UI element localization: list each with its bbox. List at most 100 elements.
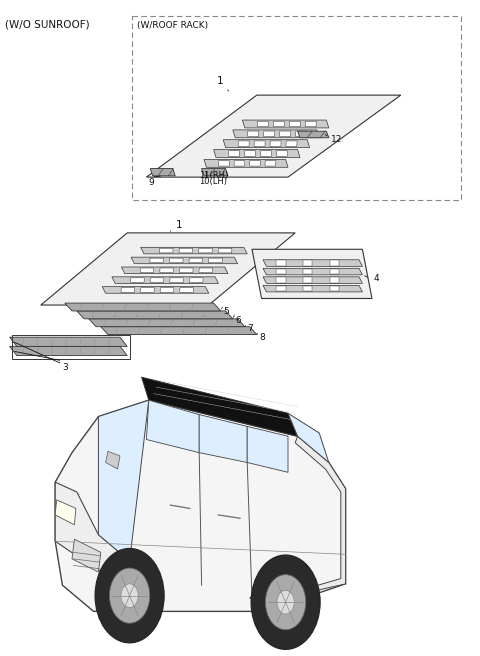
Polygon shape (247, 426, 288, 472)
Polygon shape (169, 258, 183, 263)
Polygon shape (303, 269, 312, 274)
Polygon shape (10, 346, 127, 356)
Polygon shape (263, 268, 362, 275)
Polygon shape (330, 277, 339, 283)
Circle shape (277, 590, 294, 614)
Polygon shape (189, 258, 203, 263)
Polygon shape (296, 131, 307, 136)
Polygon shape (102, 287, 209, 293)
Polygon shape (218, 249, 232, 253)
Polygon shape (55, 482, 130, 571)
Text: 4: 4 (373, 274, 379, 283)
Text: 6: 6 (235, 316, 241, 325)
Polygon shape (160, 287, 174, 293)
Polygon shape (289, 121, 300, 127)
Polygon shape (233, 130, 319, 138)
Polygon shape (330, 269, 339, 274)
Circle shape (109, 568, 150, 623)
Polygon shape (276, 286, 286, 291)
Polygon shape (228, 151, 240, 156)
Polygon shape (223, 140, 310, 148)
Polygon shape (330, 286, 339, 291)
Polygon shape (10, 337, 127, 346)
Polygon shape (199, 249, 212, 253)
Polygon shape (199, 415, 247, 462)
Polygon shape (146, 95, 401, 177)
Text: 12: 12 (331, 135, 343, 144)
Text: 10(LH): 10(LH) (199, 177, 227, 186)
Polygon shape (250, 161, 260, 166)
Polygon shape (55, 400, 346, 611)
Polygon shape (298, 131, 329, 138)
Polygon shape (279, 131, 291, 136)
Polygon shape (41, 233, 295, 305)
Polygon shape (286, 141, 297, 146)
Polygon shape (250, 436, 346, 598)
Polygon shape (98, 400, 149, 561)
Polygon shape (276, 260, 286, 266)
Polygon shape (260, 151, 272, 156)
Polygon shape (180, 268, 193, 273)
Polygon shape (146, 400, 199, 453)
Polygon shape (244, 151, 255, 156)
Polygon shape (65, 303, 221, 311)
Polygon shape (121, 287, 135, 293)
Polygon shape (208, 258, 222, 263)
Text: 9: 9 (148, 178, 154, 187)
Polygon shape (276, 151, 288, 156)
Polygon shape (242, 120, 329, 128)
Polygon shape (179, 249, 192, 253)
Polygon shape (263, 260, 362, 266)
Polygon shape (141, 287, 154, 293)
Polygon shape (142, 377, 298, 436)
Polygon shape (238, 141, 249, 146)
Text: 8: 8 (259, 333, 265, 342)
Circle shape (265, 575, 306, 630)
Text: 11(RH): 11(RH) (199, 171, 228, 180)
Polygon shape (276, 269, 286, 274)
Circle shape (251, 555, 320, 649)
Polygon shape (270, 141, 281, 146)
Polygon shape (303, 286, 312, 291)
Text: (W/O SUNROOF): (W/O SUNROOF) (5, 20, 89, 30)
Text: 1: 1 (216, 75, 228, 91)
Polygon shape (112, 277, 218, 283)
Circle shape (95, 548, 164, 643)
Polygon shape (131, 278, 144, 283)
Text: 5: 5 (223, 307, 229, 316)
Polygon shape (55, 500, 76, 525)
Polygon shape (257, 121, 268, 127)
Polygon shape (140, 268, 154, 273)
Polygon shape (131, 257, 238, 264)
Polygon shape (330, 260, 339, 266)
Polygon shape (189, 278, 203, 283)
Polygon shape (218, 161, 229, 166)
Polygon shape (199, 268, 213, 273)
Polygon shape (303, 277, 312, 283)
Polygon shape (121, 267, 228, 274)
Polygon shape (305, 121, 316, 127)
Polygon shape (273, 121, 284, 127)
Polygon shape (170, 278, 183, 283)
Text: 7: 7 (247, 324, 253, 333)
Text: 3: 3 (62, 363, 68, 372)
Polygon shape (150, 278, 164, 283)
Polygon shape (180, 287, 193, 293)
Text: 1: 1 (170, 220, 182, 232)
Polygon shape (263, 277, 362, 283)
Polygon shape (141, 247, 247, 254)
Polygon shape (150, 258, 164, 263)
Polygon shape (106, 451, 120, 469)
Polygon shape (303, 260, 312, 266)
Polygon shape (101, 327, 257, 335)
Circle shape (121, 584, 138, 607)
Polygon shape (264, 131, 275, 136)
Polygon shape (159, 249, 173, 253)
Polygon shape (204, 159, 288, 167)
Polygon shape (77, 311, 233, 319)
Polygon shape (254, 141, 265, 146)
Polygon shape (202, 169, 228, 176)
Text: (W/ROOF RACK): (W/ROOF RACK) (137, 21, 208, 30)
Polygon shape (263, 285, 362, 292)
Polygon shape (214, 150, 300, 157)
